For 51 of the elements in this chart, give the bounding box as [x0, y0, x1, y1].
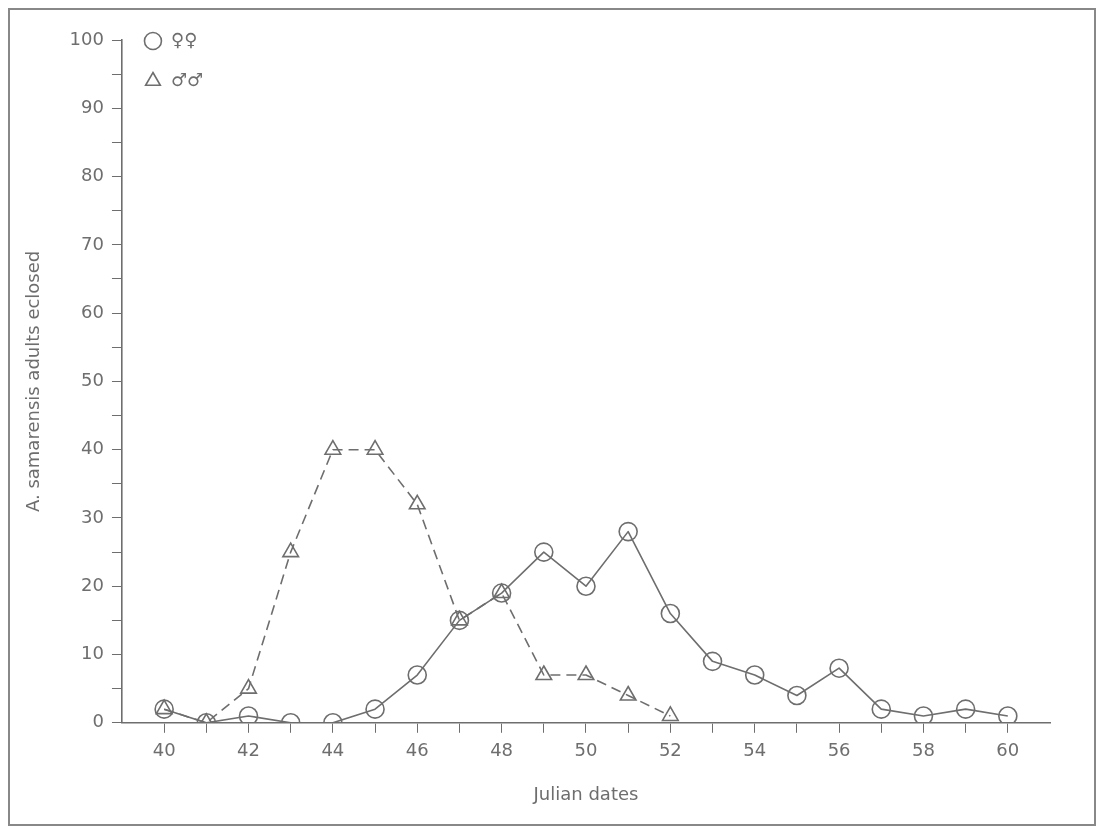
- point: [533, 542, 554, 562]
- x-tick-label: 60: [996, 739, 1020, 761]
- point: [238, 706, 259, 723]
- legend-label: ♂♂: [170, 68, 204, 90]
- x-tick-label: 56: [827, 739, 851, 761]
- point: [407, 665, 428, 685]
- point: [744, 665, 765, 685]
- y-tick-label: 10: [81, 642, 104, 664]
- point: [239, 678, 258, 694]
- point: [282, 542, 300, 558]
- point: [702, 651, 723, 672]
- y-tick-label: 50: [81, 369, 104, 391]
- point: [450, 610, 469, 626]
- x-tick-label: 54: [743, 739, 767, 761]
- y-tick-label: 30: [81, 505, 104, 527]
- point: [408, 494, 426, 510]
- point: [787, 685, 807, 706]
- y-tick-label: 80: [81, 164, 104, 186]
- y-tick-label: 40: [81, 437, 104, 459]
- point: [324, 439, 342, 455]
- y-tick-label: 0: [92, 710, 104, 732]
- point: [576, 576, 596, 597]
- x-tick-label: 58: [912, 739, 935, 761]
- point: [366, 439, 384, 455]
- x-tick-label: 48: [490, 739, 514, 761]
- x-tick-label: 40: [152, 739, 176, 761]
- point: [365, 699, 385, 719]
- point: [660, 603, 681, 624]
- x-tick-label: 46: [405, 739, 429, 761]
- x-tick-label: 44: [321, 739, 345, 761]
- point: [661, 706, 679, 722]
- x-tick-label: 52: [658, 739, 682, 761]
- y-tick-label: 70: [81, 232, 104, 254]
- point: [619, 685, 637, 701]
- point: [998, 706, 1018, 723]
- point: [955, 699, 976, 719]
- y-tick-label: 60: [81, 300, 104, 322]
- legend-label: ♀♀: [170, 28, 198, 50]
- point: [871, 699, 892, 719]
- x-tick-label: 42: [237, 739, 260, 761]
- point: [618, 521, 638, 542]
- y-tick-label: 90: [81, 95, 104, 117]
- y-axis-title: A. samarensis adults eclosed: [22, 250, 44, 513]
- point: [913, 706, 934, 723]
- point: [577, 665, 595, 681]
- x-axis-title: Julian dates: [532, 782, 639, 804]
- y-tick-label: 20: [81, 573, 104, 595]
- point: [829, 658, 849, 678]
- y-tick-label: 100: [69, 27, 104, 49]
- x-tick-label: 50: [574, 739, 598, 761]
- point: [535, 665, 553, 681]
